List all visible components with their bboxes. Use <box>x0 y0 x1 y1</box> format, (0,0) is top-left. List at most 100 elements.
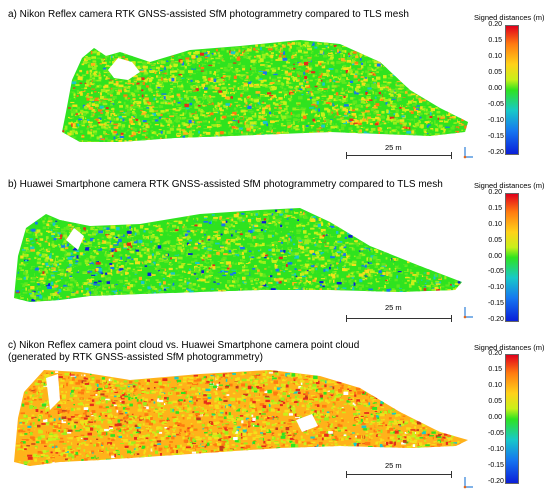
distance-patch <box>155 129 159 133</box>
distance-patch <box>233 80 237 84</box>
distance-patch <box>358 98 363 101</box>
distance-patch <box>307 57 312 59</box>
distance-patch <box>256 108 260 111</box>
distance-patch <box>319 73 325 76</box>
distance-patch <box>302 47 307 49</box>
distance-patch <box>188 119 192 124</box>
distance-patch <box>328 97 333 100</box>
distance-patch <box>40 247 44 250</box>
distance-patch <box>228 72 233 75</box>
distance-patch <box>334 287 337 291</box>
distance-patch <box>235 253 238 256</box>
distance-patch <box>235 118 239 121</box>
distance-patch <box>301 65 304 67</box>
distance-patch <box>428 277 431 280</box>
distance-patch <box>160 64 163 68</box>
distance-patch <box>118 83 122 85</box>
distance-patch <box>377 251 380 254</box>
distance-patch <box>364 70 370 74</box>
distance-patch <box>242 76 247 79</box>
distance-patch <box>120 91 125 95</box>
distance-patch <box>161 77 163 81</box>
panel-a-distance-map <box>62 40 468 142</box>
distance-patch <box>70 121 73 123</box>
distance-patch <box>251 67 256 71</box>
distance-patch <box>318 89 322 91</box>
distance-patch <box>84 226 90 229</box>
distance-patch <box>281 44 286 46</box>
distance-patch <box>298 121 303 126</box>
distance-patch <box>333 102 337 106</box>
distance-patch <box>169 127 174 131</box>
distance-patch <box>126 224 131 229</box>
distance-patch <box>145 85 149 88</box>
distance-patch <box>71 81 77 85</box>
distance-patch <box>282 111 287 114</box>
distance-patch <box>402 123 406 125</box>
distance-patch <box>261 132 264 136</box>
distance-patch <box>277 108 280 110</box>
distance-patch <box>191 62 196 67</box>
distance-patch <box>284 213 289 216</box>
distance-patch <box>38 270 42 274</box>
distance-patch <box>265 225 270 229</box>
distance-patch <box>343 114 346 117</box>
distance-patch <box>229 56 234 60</box>
distance-patch <box>152 117 158 120</box>
distance-patch <box>148 225 151 227</box>
distance-patch <box>87 118 90 121</box>
distance-patch <box>261 118 267 120</box>
distance-patch <box>93 247 96 249</box>
distance-patch <box>178 122 182 125</box>
distance-patch <box>330 125 335 129</box>
distance-patch <box>98 270 103 274</box>
distance-patch <box>395 87 399 91</box>
distance-patch <box>289 43 292 47</box>
distance-patch <box>179 78 182 80</box>
distance-patch <box>153 75 157 79</box>
distance-patch <box>170 124 173 126</box>
distance-patch <box>407 91 412 94</box>
distance-patch <box>198 108 201 112</box>
distance-patch <box>116 82 119 86</box>
distance-patch <box>374 265 379 268</box>
distance-patch <box>105 76 108 79</box>
distance-patch <box>426 108 428 112</box>
distance-patch <box>260 105 265 108</box>
distance-patch <box>207 125 211 127</box>
distance-patch <box>278 54 282 58</box>
data-gap <box>108 58 140 80</box>
distance-patch <box>146 236 149 240</box>
distance-patch <box>84 82 87 85</box>
distance-patch <box>255 81 260 84</box>
distance-patch <box>161 71 165 74</box>
distance-patch <box>368 119 373 122</box>
distance-patch <box>240 99 243 101</box>
distance-patch <box>386 118 389 121</box>
distance-patch <box>120 132 124 135</box>
distance-patch <box>115 80 119 84</box>
distance-patch <box>89 98 93 101</box>
distance-patch <box>310 89 314 92</box>
panel-a-colorbar-title: Signed distances (m) <box>474 13 545 22</box>
distance-patch <box>99 135 103 138</box>
distance-patch <box>233 231 236 236</box>
distance-patch <box>202 136 208 140</box>
distance-patch <box>152 70 157 72</box>
distance-patch <box>309 131 313 134</box>
distance-patch <box>148 63 152 65</box>
distance-patch <box>152 91 157 95</box>
distance-patch <box>146 115 151 117</box>
distance-patch <box>145 136 148 139</box>
distance-patch <box>254 99 259 103</box>
distance-patch <box>279 235 285 240</box>
distance-patch <box>225 103 230 106</box>
distance-patch <box>156 229 161 233</box>
distance-patch <box>301 85 304 89</box>
distance-patch <box>241 49 245 52</box>
distance-patch <box>163 281 166 285</box>
distance-patch <box>185 107 190 110</box>
distance-patch <box>185 57 190 61</box>
distance-patch <box>354 123 359 126</box>
distance-patch <box>124 82 128 84</box>
